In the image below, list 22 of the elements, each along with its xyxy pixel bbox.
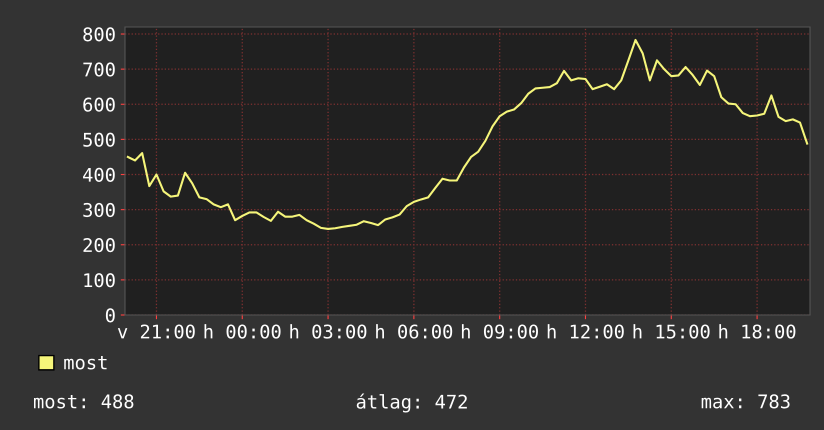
x-tick-label: h 12:00 — [548, 324, 624, 339]
text: max: 783 — [702, 394, 790, 408]
legend-label: most — [64, 356, 107, 370]
y-tick-label: 100 — [84, 273, 115, 288]
y-tick-label: 800 — [83, 27, 115, 42]
y-tick-label: 0 — [106, 308, 115, 322]
y-tick-label: 300 — [83, 202, 115, 218]
y-tick-label: 600 — [83, 98, 115, 112]
text: átlag: 472 — [356, 393, 467, 413]
line-series — [126, 38, 808, 230]
y-tick-label: 500 — [83, 132, 115, 147]
x-tick-label: h 06:00 — [376, 324, 452, 339]
text: most: 488 — [34, 394, 134, 408]
y-tick-label: 700 — [83, 62, 115, 77]
x-tick-label: h 09:00 — [462, 324, 538, 339]
y-tick-label: 400 — [83, 168, 115, 182]
x-tick-label: h 03:00 — [290, 324, 366, 339]
x-tick-label: v 21:00 — [118, 324, 195, 339]
x-tick-label: h 18:00 — [719, 324, 796, 339]
y-tick-label: 200 — [84, 238, 115, 252]
x-tick-label: h 00:00 — [204, 324, 281, 339]
x-tick-label: h 15:00 — [634, 324, 710, 339]
